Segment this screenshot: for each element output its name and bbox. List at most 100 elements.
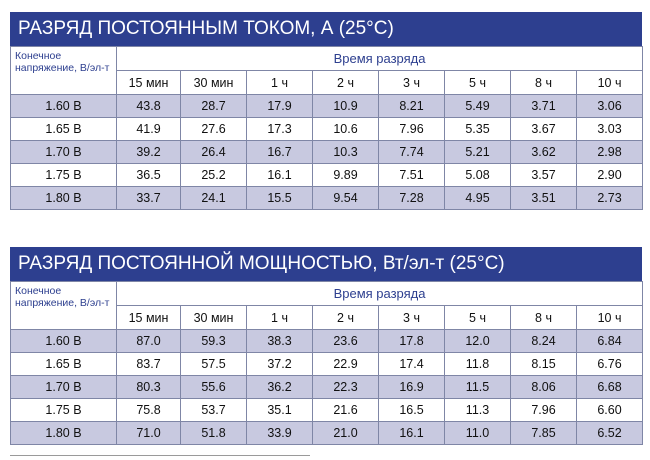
value-cell: 17.8	[378, 329, 445, 353]
value-cell: 6.60	[575, 398, 644, 422]
time-header: 2 ч	[312, 305, 379, 330]
value-cell: 22.3	[312, 375, 379, 399]
time-header: 10 ч	[575, 305, 644, 330]
value-cell: 12.0	[444, 329, 511, 353]
value-cell: 11.5	[444, 375, 511, 399]
value-cell: 8.24	[510, 329, 577, 353]
value-cell: 41.9	[116, 117, 181, 141]
value-cell: 36.5	[116, 163, 181, 187]
value-cell: 3.03	[575, 117, 644, 141]
current-discharge-table: РАЗРЯД ПОСТОЯННЫМ ТОКОМ, А (25°C) Конечн…	[10, 12, 644, 210]
value-cell: 53.7	[180, 398, 247, 422]
table-row: 1.65 В 41.9 27.6 17.3 10.6 7.96 5.35 3.6…	[10, 117, 644, 141]
value-cell: 5.21	[444, 140, 511, 164]
table-row: 1.80 В 33.7 24.1 15.5 9.54 7.28 4.95 3.5…	[10, 186, 644, 210]
value-cell: 6.76	[575, 352, 644, 376]
value-cell: 17.4	[378, 352, 445, 376]
value-cell: 11.8	[444, 352, 511, 376]
table-row: 1.60 В 43.8 28.7 17.9 10.9 8.21 5.49 3.7…	[10, 94, 644, 118]
value-cell: 33.7	[116, 186, 181, 210]
value-cell: 43.8	[116, 94, 181, 118]
value-cell: 17.9	[246, 94, 313, 118]
voltage-cell: 1.65 В	[10, 352, 117, 376]
value-cell: 4.95	[444, 186, 511, 210]
time-header: 10 ч	[575, 70, 644, 95]
table-title: РАЗРЯД ПОСТОЯННЫМ ТОКОМ, А (25°C)	[10, 12, 642, 46]
value-cell: 6.84	[575, 329, 644, 353]
value-cell: 9.54	[312, 186, 379, 210]
value-cell: 23.6	[312, 329, 379, 353]
value-cell: 6.52	[575, 421, 644, 445]
value-cell: 83.7	[116, 352, 181, 376]
value-cell: 15.5	[246, 186, 313, 210]
time-header: 1 ч	[246, 305, 313, 330]
value-cell: 80.3	[116, 375, 181, 399]
value-cell: 33.9	[246, 421, 313, 445]
table-row: 1.80 В 71.0 51.8 33.9 21.0 16.1 11.0 7.8…	[10, 421, 644, 445]
voltage-cell: 1.80 В	[10, 421, 117, 445]
time-header: 15 мин	[116, 70, 181, 95]
value-cell: 11.0	[444, 421, 511, 445]
value-cell: 2.98	[575, 140, 644, 164]
time-header: 3 ч	[378, 305, 445, 330]
value-cell: 36.2	[246, 375, 313, 399]
value-cell: 57.5	[180, 352, 247, 376]
value-cell: 16.9	[378, 375, 445, 399]
group-label: Время разряда	[115, 281, 644, 306]
value-cell: 6.68	[575, 375, 644, 399]
table-row: 1.70 В 39.2 26.4 16.7 10.3 7.74 5.21 3.6…	[10, 140, 644, 164]
value-cell: 5.35	[444, 117, 511, 141]
value-cell: 8.15	[510, 352, 577, 376]
value-cell: 2.73	[575, 186, 644, 210]
time-header: 8 ч	[510, 70, 577, 95]
footnote-divider	[10, 455, 310, 458]
value-cell: 16.1	[246, 163, 313, 187]
table-row: 1.65 В 83.7 57.5 37.2 22.9 17.4 11.8 8.1…	[10, 352, 644, 376]
data-table: Конечное напряжение, В/эл-т Время разряд…	[10, 281, 644, 445]
value-cell: 27.6	[180, 117, 247, 141]
power-discharge-table: РАЗРЯД ПОСТОЯННОЙ МОЩНОСТЬЮ, Вт/эл-т (25…	[10, 247, 644, 445]
time-header: 8 ч	[510, 305, 577, 330]
value-cell: 38.3	[246, 329, 313, 353]
value-cell: 3.51	[510, 186, 577, 210]
value-cell: 7.96	[378, 117, 445, 141]
value-cell: 16.5	[378, 398, 445, 422]
voltage-cell: 1.60 В	[10, 329, 117, 353]
voltage-cell: 1.75 В	[10, 398, 117, 422]
value-cell: 7.51	[378, 163, 445, 187]
voltage-cell: 1.65 В	[10, 117, 117, 141]
value-cell: 16.1	[378, 421, 445, 445]
value-cell: 25.2	[180, 163, 247, 187]
value-cell: 24.1	[180, 186, 247, 210]
value-cell: 5.49	[444, 94, 511, 118]
value-cell: 22.9	[312, 352, 379, 376]
value-cell: 7.74	[378, 140, 445, 164]
value-cell: 75.8	[116, 398, 181, 422]
value-cell: 51.8	[180, 421, 247, 445]
value-cell: 35.1	[246, 398, 313, 422]
time-header: 1 ч	[246, 70, 313, 95]
value-cell: 55.6	[180, 375, 247, 399]
value-cell: 16.7	[246, 140, 313, 164]
value-cell: 3.57	[510, 163, 577, 187]
value-cell: 7.28	[378, 186, 445, 210]
time-header: 5 ч	[444, 305, 511, 330]
table-row: 1.75 В 36.5 25.2 16.1 9.89 7.51 5.08 3.5…	[10, 163, 644, 187]
value-cell: 3.67	[510, 117, 577, 141]
corner-label: Конечное напряжение, В/эл-т	[10, 281, 117, 330]
value-cell: 11.3	[444, 398, 511, 422]
data-table: Конечное напряжение, В/эл-т Время разряд…	[10, 46, 644, 210]
value-cell: 71.0	[116, 421, 181, 445]
group-label: Время разряда	[115, 46, 644, 71]
value-cell: 3.06	[575, 94, 644, 118]
table-row: 1.75 В 75.8 53.7 35.1 21.6 16.5 11.3 7.9…	[10, 398, 644, 422]
value-cell: 2.90	[575, 163, 644, 187]
value-cell: 21.6	[312, 398, 379, 422]
voltage-cell: 1.60 В	[10, 94, 117, 118]
value-cell: 8.06	[510, 375, 577, 399]
time-header: 3 ч	[378, 70, 445, 95]
value-cell: 28.7	[180, 94, 247, 118]
value-cell: 10.9	[312, 94, 379, 118]
time-header: 2 ч	[312, 70, 379, 95]
time-header: 30 мин	[180, 305, 247, 330]
